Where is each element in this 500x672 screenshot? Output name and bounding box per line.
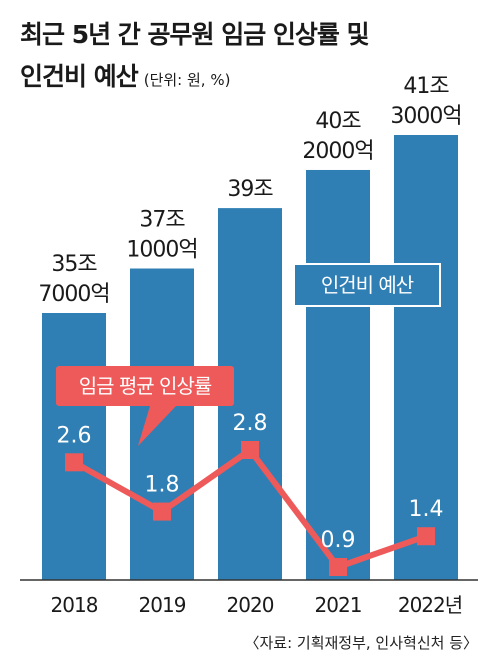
- wage-point-2020: [241, 441, 259, 459]
- x-tick-label: 2022년: [398, 593, 462, 617]
- wage-value-label: 2.6: [57, 423, 92, 448]
- legend-wage-label: 임금 평균 인상률: [79, 374, 212, 398]
- x-tick-label: 2019: [139, 593, 186, 617]
- legend-budget: 인건비 예산: [293, 263, 441, 307]
- bar-2019: [130, 268, 194, 580]
- wage-point-2019: [153, 502, 171, 521]
- wage-point-2022년: [417, 527, 435, 546]
- legend-budget-box: [293, 263, 441, 307]
- bar-2021: [306, 169, 370, 580]
- bar-value-label: 3000억: [390, 104, 461, 129]
- bar-value-label: 1000억: [126, 238, 197, 263]
- bar-2022년: [394, 135, 458, 580]
- wage-point-2021: [329, 558, 347, 576]
- x-tick-label: 2018: [51, 593, 98, 617]
- bar-value-label: 39조: [227, 177, 273, 202]
- legend-wage: 임금 평균 인상률: [56, 366, 234, 446]
- bar-series: [42, 135, 458, 580]
- title-line-2: 인건비 예산 (단위: 원, %): [20, 56, 369, 101]
- bar-value-label: 41조: [403, 74, 449, 99]
- title-line-1: 최근 5년 간 공무원 임금 인상률 및: [20, 20, 370, 49]
- bar-label-group: 35조 7000억 37조 1000억 39조 40조 2000억 41조 3000억: [38, 74, 462, 307]
- wage-value-label: 0.9: [321, 528, 356, 553]
- x-tick-label: 2020: [227, 593, 274, 617]
- bar-value-label: 2000억: [302, 139, 373, 164]
- legend-wage-pointer: [138, 406, 176, 446]
- bar-value-label: 40조: [315, 109, 361, 134]
- bar-2018: [42, 313, 106, 580]
- title-line-2-text: 인건비 예산: [20, 62, 139, 91]
- legend-wage-box: [56, 366, 234, 406]
- legend-budget-label: 인건비 예산: [321, 273, 414, 297]
- unit-label: (단위: 원, %): [143, 71, 231, 89]
- x-tick-label: 2021: [315, 593, 362, 617]
- source-note: 〈자료: 기획재정부, 인사혁신처 등〉: [244, 634, 478, 652]
- wage-value-label: 1.8: [145, 473, 180, 498]
- wage-value-label: 2.8: [233, 411, 268, 436]
- x-axis: 2018 2019 2020 2021 2022년: [20, 579, 478, 617]
- line-series: 2.6 1.8 2.8 0.9 1.4: [57, 411, 444, 576]
- bar-value-label: 35조: [51, 252, 97, 277]
- bar-value-label: 37조: [139, 208, 185, 233]
- wage-point-2018: [65, 453, 83, 472]
- wage-value-label: 1.4: [409, 497, 444, 522]
- chart-title: 최근 5년 간 공무원 임금 인상률 및 인건비 예산 (단위: 원, %): [20, 14, 370, 101]
- bar-value-label: 7000억: [38, 282, 109, 307]
